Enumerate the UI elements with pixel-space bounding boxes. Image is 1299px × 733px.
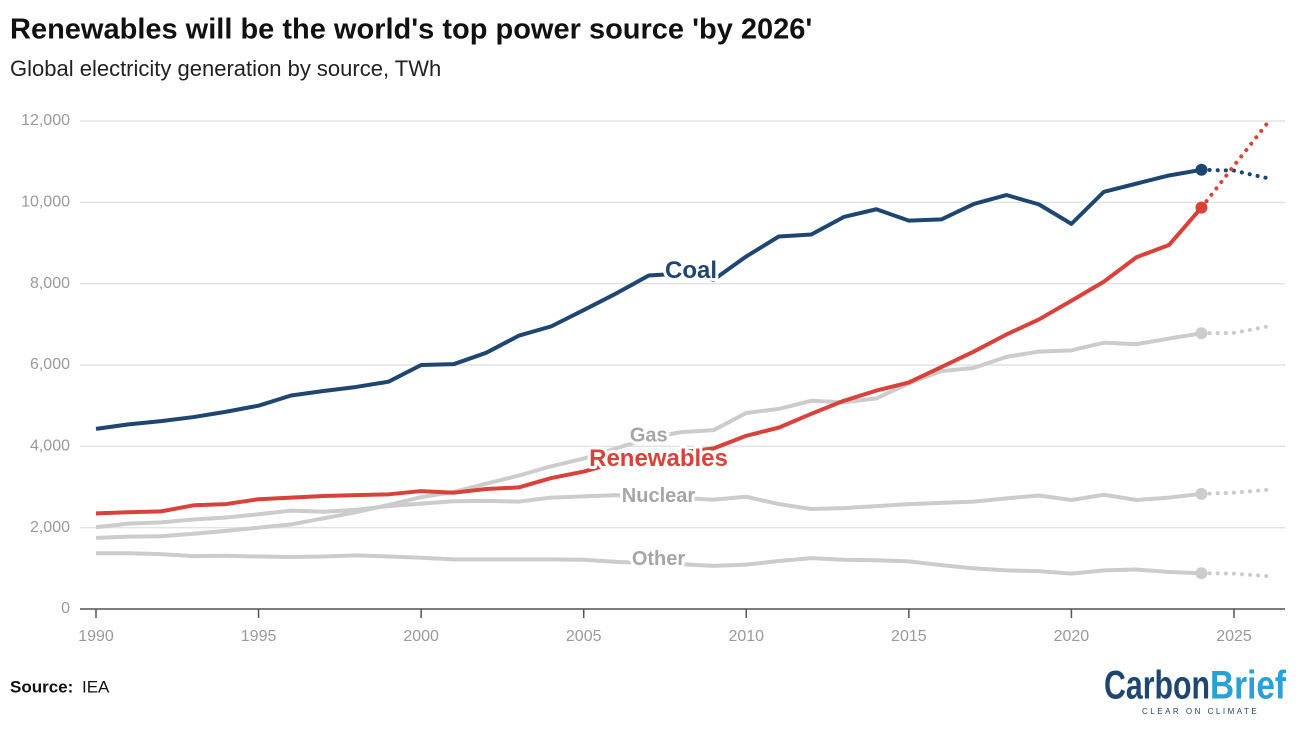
- x-tick-label: 2025: [1216, 628, 1252, 645]
- forecast-line: [1199, 324, 1269, 336]
- forecast-line: [1199, 487, 1269, 496]
- chart-subtitle: Global electricity generation by source,…: [10, 56, 441, 81]
- forecast-marker: [1195, 327, 1208, 340]
- y-tick-label: 10,000: [21, 194, 70, 211]
- x-tick-label: 2015: [891, 628, 927, 645]
- chart-title: Renewables will be the world's top power…: [10, 14, 812, 46]
- logo-brief: Brief: [1210, 664, 1287, 708]
- line-series: [96, 551, 1202, 576]
- series-label: Other: [632, 548, 686, 570]
- x-tick-label: 1995: [241, 628, 277, 645]
- series-label: Coal: [665, 257, 717, 284]
- y-tick-label: 8,000: [30, 275, 70, 292]
- forecast-line: [1199, 122, 1269, 210]
- y-tick-label: 4,000: [30, 438, 70, 455]
- y-tick-label: 12,000: [21, 112, 70, 129]
- y-tick-label: 2,000: [30, 519, 70, 536]
- x-tick-label: 1990: [78, 628, 114, 645]
- series-label: Nuclear: [622, 485, 696, 507]
- logo-tagline: CLEAR ON CLIMATE: [1142, 707, 1259, 716]
- forecast-marker: [1195, 567, 1208, 580]
- x-tick-label: 2000: [403, 628, 439, 645]
- x-tick-label: 2010: [728, 628, 764, 645]
- x-tick-label: 2020: [1054, 628, 1090, 645]
- line-series: [95, 491, 1202, 530]
- line-series: [95, 167, 1202, 431]
- line-series: [95, 206, 1203, 516]
- forecast-marker: [1195, 201, 1208, 214]
- forecast-marker: [1195, 487, 1208, 500]
- forecast-line: [1199, 167, 1269, 180]
- forecast-line: [1199, 571, 1269, 579]
- y-tick-label: 0: [61, 600, 70, 617]
- line-series: [95, 331, 1202, 540]
- source-label: Source:: [10, 677, 73, 696]
- forecast-marker: [1195, 163, 1208, 176]
- y-tick-label: 6,000: [30, 356, 70, 373]
- x-tick-label: 2005: [566, 628, 602, 645]
- source: IEA: [82, 677, 110, 696]
- logo-carbon: Carbon: [1104, 664, 1210, 708]
- series-label: Gas: [630, 424, 668, 446]
- series-label: Renewables: [589, 445, 728, 472]
